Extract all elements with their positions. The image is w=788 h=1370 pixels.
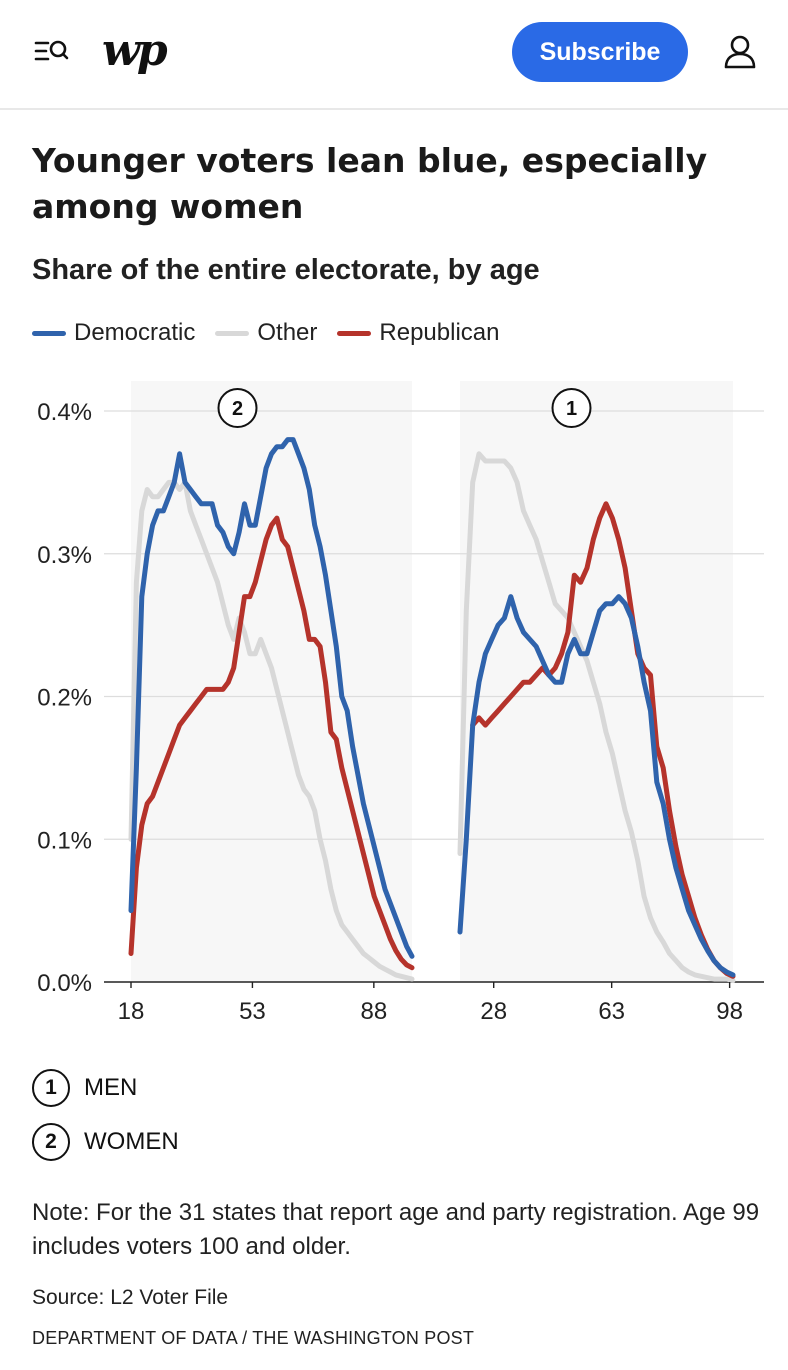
panel-background [460,381,733,982]
y-tick-label: 0.1% [37,827,92,854]
series-line-other-women [128,479,415,982]
key-label: MEN [84,1074,138,1101]
menu-search-icon[interactable] [34,36,70,66]
chart-source: Source: L2 Voter File [32,1286,229,1309]
key-women: 2 WOMEN [32,1120,179,1164]
chart-subtitle: Share of the entire electorate, by age [32,254,540,286]
legend-item-democratic: Democratic [32,319,195,347]
line-chart: 0.0% 0.1% 0.2% 0.3% 0.4% 18 53 88 2 28 63 98 1 [37,381,764,1025]
chart-title: Younger voters lean blue, especially amo… [32,141,708,226]
legend-label: Republican [379,319,500,346]
key-men: 1 MEN [32,1066,137,1110]
washington-post-logo[interactable]: wp [102,25,168,76]
series-line-republican-women [128,515,415,971]
legend-item-republican: Republican [337,319,499,347]
chart-note: Note: For the 31 states that report age … [32,1199,760,1260]
legend-label: Democratic [74,319,196,346]
legend-item-other: Other [215,319,317,347]
x-tick-label: 88 [360,998,387,1025]
chart-credit: DEPARTMENT OF DATA / THE WASHINGTON POST [32,1328,475,1348]
panel-marker-circle [551,388,592,428]
y-tick-label: 0.2% [37,685,92,712]
series-line-republican-men [470,501,736,979]
key-marker: 1 [32,1069,70,1107]
series-line-democratic-women [128,437,415,959]
key-label: WOMEN [84,1128,179,1155]
legend-swatch-other [215,330,250,336]
subscribe-button[interactable]: Subscribe [512,22,688,82]
y-tick-label: 0.0% [37,970,92,997]
y-tick-label: 0.4% [37,399,92,426]
y-tick-label: 0.3% [37,542,92,569]
x-tick-label: 28 [480,998,507,1025]
x-tick-label: 53 [239,998,266,1025]
key-marker: 2 [32,1123,70,1161]
panel-marker-label: 1 [566,398,577,420]
legend-label: Other [257,319,318,346]
panel-marker-circle [217,388,258,428]
series-line-other-men [457,451,736,984]
panel-marker-label: 2 [232,398,243,420]
x-tick-label: 63 [598,998,625,1025]
chart-legend: Democratic Other Republican [32,316,519,350]
legend-swatch-republican [337,330,372,336]
account-icon[interactable] [722,34,758,70]
series-line-democratic-men [457,594,736,978]
x-tick-label: 18 [118,998,145,1025]
panel-background [131,381,412,982]
x-tick-label: 98 [716,998,743,1025]
site-header: wp Subscribe [0,0,788,110]
legend-swatch-democratic [32,330,66,336]
